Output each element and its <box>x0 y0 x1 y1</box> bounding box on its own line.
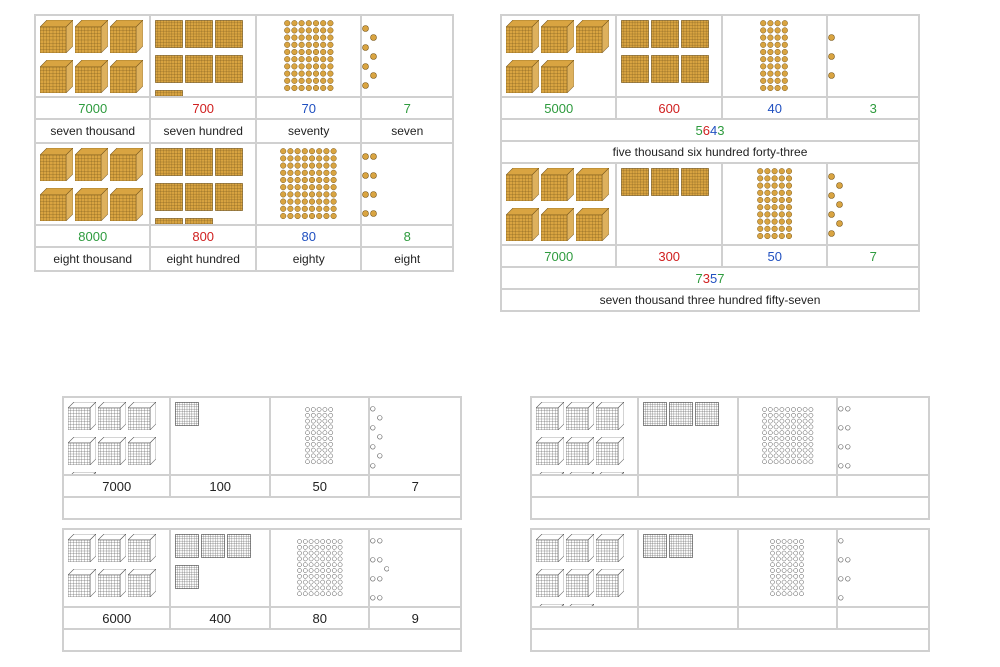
combined-digits: 5643 <box>501 119 919 141</box>
value-te: 80 <box>256 225 362 247</box>
word-on: seven <box>361 119 453 143</box>
beads-th <box>63 529 170 607</box>
beads-on <box>827 15 919 97</box>
beads-te <box>738 529 838 607</box>
value-on: 7 <box>361 97 453 119</box>
value-hu[interactable] <box>638 475 738 497</box>
word-on: eight <box>361 247 453 271</box>
word-hu: eight hundred <box>150 247 256 271</box>
beads-on <box>837 397 929 475</box>
place-value-card-bw <box>530 396 930 520</box>
value-hu: 800 <box>150 225 256 247</box>
place-value-card-named: 7000700707seven thousandseven hundredsev… <box>34 14 454 272</box>
place-value-card-bw: 7000100507 <box>62 396 462 520</box>
value-hu: 700 <box>150 97 256 119</box>
beads-te <box>256 143 362 225</box>
word-th: seven thousand <box>35 119 150 143</box>
beads-te <box>722 163 828 245</box>
beads-th <box>35 15 150 97</box>
beads-hu <box>170 397 270 475</box>
value-th[interactable] <box>531 607 638 629</box>
value-th: 6000 <box>63 607 170 629</box>
value-hu: 600 <box>616 97 722 119</box>
value-th: 7000 <box>35 97 150 119</box>
beads-te <box>722 15 828 97</box>
value-hu: 400 <box>170 607 270 629</box>
place-value-card-bw: 6000400809 <box>62 528 462 652</box>
value-hu: 100 <box>170 475 270 497</box>
value-te: 50 <box>270 475 370 497</box>
value-on: 3 <box>827 97 919 119</box>
beads-on <box>361 143 453 225</box>
beads-on <box>837 529 929 607</box>
value-hu[interactable] <box>638 607 738 629</box>
value-te: 50 <box>722 245 828 267</box>
beads-hu <box>616 163 722 245</box>
beads-on <box>827 163 919 245</box>
beads-th <box>501 163 616 245</box>
beads-th <box>35 143 150 225</box>
value-th[interactable] <box>531 475 638 497</box>
beads-on <box>369 397 461 475</box>
combined-digits: 7357 <box>501 267 919 289</box>
beads-hu <box>170 529 270 607</box>
value-te: 40 <box>722 97 828 119</box>
word-te: eighty <box>256 247 362 271</box>
beads-hu <box>638 397 738 475</box>
word-te: seventy <box>256 119 362 143</box>
beads-th <box>531 397 638 475</box>
value-on: 8 <box>361 225 453 247</box>
beads-hu <box>616 15 722 97</box>
value-te: 70 <box>256 97 362 119</box>
value-on: 7 <box>369 475 461 497</box>
beads-hu <box>150 143 256 225</box>
beads-on <box>361 15 453 97</box>
place-value-card-bw <box>530 528 930 652</box>
beads-th <box>501 15 616 97</box>
place-value-card-combined: 50006004035643five thousand six hundred … <box>500 14 920 312</box>
value-te: 80 <box>270 607 370 629</box>
answer-blank[interactable] <box>531 629 929 651</box>
beads-hu <box>150 15 256 97</box>
value-on[interactable] <box>837 607 929 629</box>
beads-th <box>531 529 638 607</box>
value-te[interactable] <box>738 475 838 497</box>
value-on: 7 <box>827 245 919 267</box>
value-on[interactable] <box>837 475 929 497</box>
beads-te <box>256 15 362 97</box>
beads-th <box>63 397 170 475</box>
value-th: 7000 <box>501 245 616 267</box>
word-th: eight thousand <box>35 247 150 271</box>
beads-hu <box>638 529 738 607</box>
beads-te <box>270 397 370 475</box>
value-th: 7000 <box>63 475 170 497</box>
value-te[interactable] <box>738 607 838 629</box>
phrase: seven thousand three hundred fifty-seven <box>501 289 919 311</box>
value-hu: 300 <box>616 245 722 267</box>
phrase: five thousand six hundred forty-three <box>501 141 919 163</box>
beads-on <box>369 529 461 607</box>
answer-blank[interactable] <box>63 497 461 519</box>
beads-te <box>270 529 370 607</box>
beads-te <box>738 397 838 475</box>
value-th: 8000 <box>35 225 150 247</box>
word-hu: seven hundred <box>150 119 256 143</box>
answer-blank[interactable] <box>63 629 461 651</box>
answer-blank[interactable] <box>531 497 929 519</box>
value-th: 5000 <box>501 97 616 119</box>
value-on: 9 <box>369 607 461 629</box>
